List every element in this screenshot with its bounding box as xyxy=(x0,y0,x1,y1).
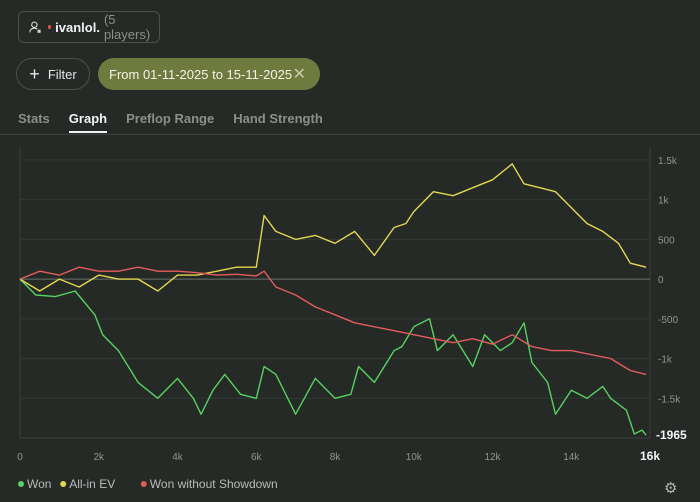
y-tick-label: 0 xyxy=(658,275,664,286)
y-tick-label: -1k xyxy=(658,355,673,366)
date-range-chip[interactable]: From 01-11-2025 to 15-11-2025 ✕ xyxy=(98,58,320,90)
y-tick-label: -1.5k xyxy=(658,394,681,405)
tab-graph[interactable]: Graph xyxy=(68,111,108,133)
y-tick-label: 1.5k xyxy=(658,156,678,167)
user-icon xyxy=(29,21,41,33)
y-tick-label: 1k xyxy=(658,196,670,207)
legend-label: Won xyxy=(27,477,51,491)
legend-marker xyxy=(18,481,24,487)
series-line-won-without-showdown xyxy=(19,266,647,376)
x-tick-label: 10k xyxy=(406,452,423,463)
legend-marker xyxy=(60,481,67,487)
player-selector[interactable]: ivanlol. (5 players) xyxy=(18,11,160,43)
close-icon[interactable]: ✕ xyxy=(292,66,306,83)
x-tick-label: 14k xyxy=(563,452,580,463)
tab-preflop-range[interactable]: Preflop Range xyxy=(126,111,215,126)
x-tick-label: 6k xyxy=(251,452,263,463)
gear-icon[interactable]: ⚙ xyxy=(664,480,678,497)
legend-label: Won without Showdown xyxy=(150,477,278,491)
date-range-label: From 01-11-2025 to 15-11-2025 xyxy=(109,66,293,82)
series-line-won xyxy=(19,278,647,436)
x-tick-label: 8k xyxy=(330,452,342,463)
x-tick-label: 4k xyxy=(172,452,184,463)
x-tick-label: 12k xyxy=(484,452,501,463)
profit-graph: 1.5k 1k 500 0 -500 -1k -1.5k 0 2k 4k 6k 8k 10k 12k 14k… xyxy=(17,148,687,491)
player-name: ivanlol. xyxy=(55,19,100,35)
y-tick-label: -500 xyxy=(658,315,678,326)
tab-hand-strength[interactable]: Hand Strength xyxy=(233,111,323,126)
plus-icon: + xyxy=(29,64,40,84)
tab-stats[interactable]: Stats xyxy=(18,111,50,126)
filter-button[interactable]: + Filter xyxy=(16,58,90,90)
legend-label: All-in EV xyxy=(69,477,115,491)
y-tick-label: 500 xyxy=(658,235,675,246)
player-count: (5 players) xyxy=(103,12,151,42)
tab-bar: Stats Graph Preflop Range Hand Strength xyxy=(18,111,342,133)
x-tick-label: 16k xyxy=(640,449,660,463)
legend-marker xyxy=(140,481,147,487)
status-dot xyxy=(47,25,52,29)
x-tick-label: 0 xyxy=(17,452,23,463)
filter-label: Filter xyxy=(47,66,77,82)
end-value-label: -1965 xyxy=(656,428,687,442)
tab-divider xyxy=(0,134,700,135)
x-tick-label: 2k xyxy=(93,452,105,463)
series-line-all-in-ev xyxy=(19,163,647,292)
